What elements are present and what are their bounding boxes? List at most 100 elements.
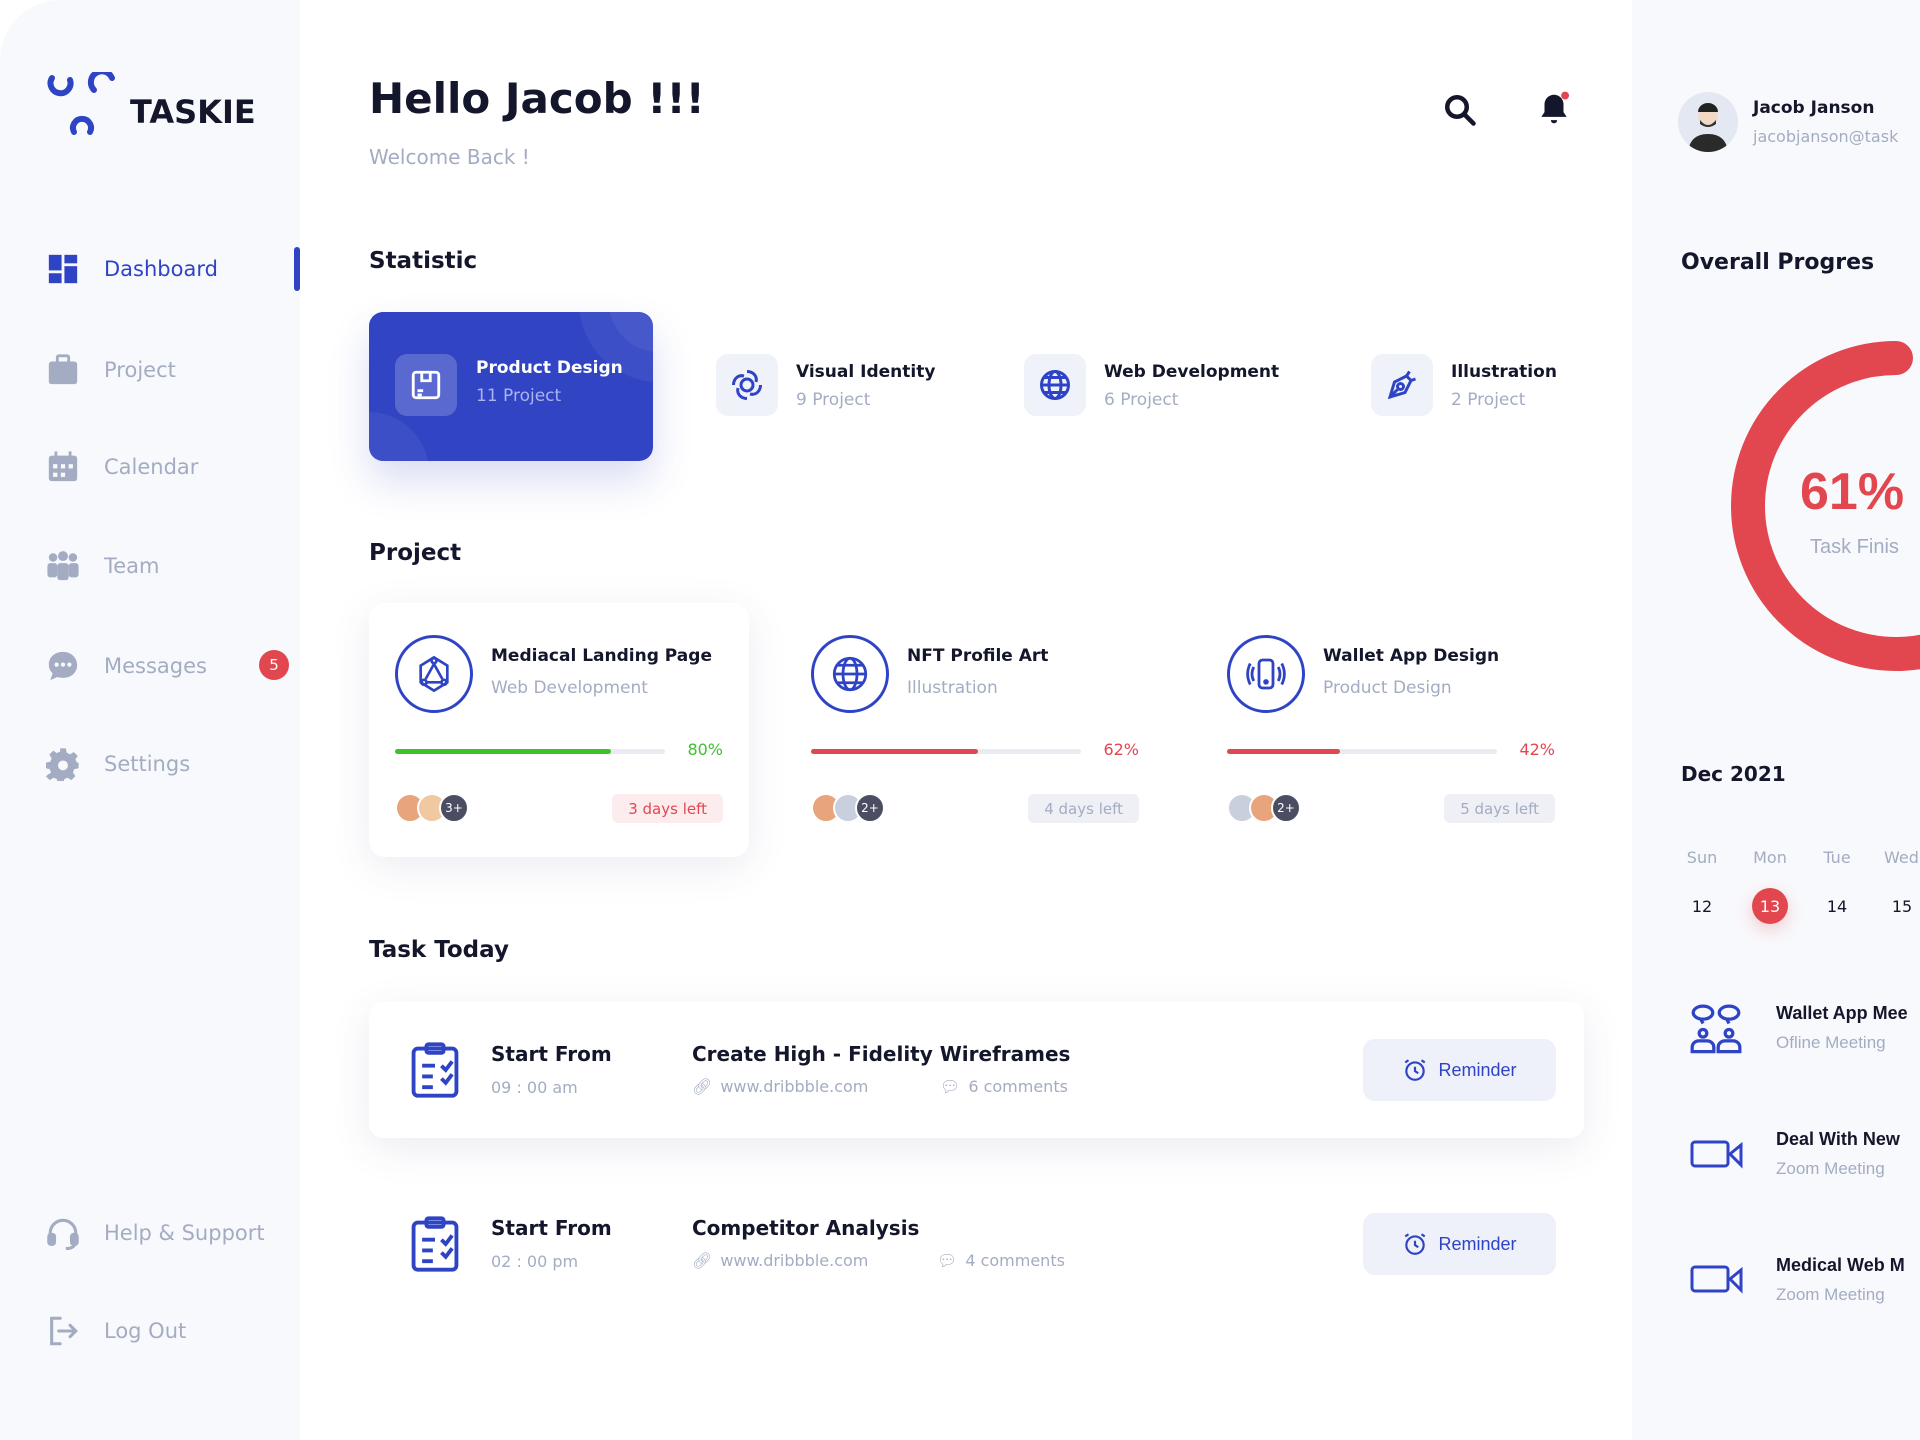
days-left-badge: 4 days left [1028, 794, 1139, 823]
member-avatars: 2+ [1227, 793, 1301, 823]
task-title: Create High - Fidelity Wireframes [692, 1042, 1071, 1066]
task-link[interactable]: 🔗︎ www.dribbble.com [692, 1251, 868, 1270]
event-type: Ofline Meeting [1776, 1033, 1886, 1052]
progress-ring [1731, 341, 1920, 671]
sidebar: TASKIE Dashboard Project Calendar Team M… [0, 0, 300, 1440]
sidebar-item-label: Log Out [104, 1319, 187, 1343]
avatar[interactable] [1678, 92, 1738, 152]
page-title: Hello Jacob !!! [369, 74, 705, 123]
project-icon-circle [1227, 635, 1305, 713]
box-icon [411, 370, 441, 400]
stat-count: 6 Project [1104, 390, 1179, 410]
stat-card-web-development[interactable]: Web Development 6 Project [1024, 354, 1279, 416]
alarm-icon [1405, 1059, 1426, 1081]
stat-icon-box [716, 354, 778, 416]
project-icon-circle [395, 635, 473, 713]
task-comments[interactable]: 💬︎ 6 comments [940, 1077, 1068, 1096]
event-title[interactable]: Medical Web M [1776, 1255, 1905, 1275]
calendar-month: Dec 2021 [1681, 762, 1786, 786]
sidebar-item-label: Dashboard [104, 257, 218, 281]
reminder-button[interactable]: Reminder [1363, 1213, 1556, 1275]
calendar-icon [48, 451, 78, 482]
sidebar-item-label: Help & Support [104, 1221, 265, 1245]
sidebar-item-help[interactable]: Help & Support [46, 1213, 265, 1253]
member-avatars: 2+ [811, 793, 885, 823]
logo[interactable]: TASKIE [46, 72, 256, 138]
progress-fill [395, 749, 611, 754]
event-title[interactable]: Wallet App Mee [1776, 1003, 1908, 1023]
task-comments-text: 4 comments [965, 1251, 1065, 1270]
stat-title: Product Design [476, 358, 623, 378]
comment-icon: 💬︎ [940, 1077, 961, 1096]
comment-icon: 💬︎ [937, 1251, 958, 1270]
spiral-icon [732, 370, 762, 400]
statistic-heading: Statistic [369, 248, 478, 274]
meeting-icon [1690, 1004, 1742, 1054]
progress-value: 61% [1800, 463, 1905, 521]
weekday-label: Wed [1884, 848, 1919, 867]
stat-count: 2 Project [1451, 390, 1526, 410]
sidebar-item-messages[interactable]: Messages [46, 646, 207, 686]
stat-title: Visual Identity [796, 362, 936, 382]
alarm-icon [1405, 1233, 1426, 1255]
pen-tool-icon [1387, 370, 1416, 400]
logout-icon [50, 1316, 78, 1346]
project-title: NFT Profile Art [907, 646, 1049, 666]
calendar-date[interactable]: 12 [1691, 896, 1713, 916]
stat-card-visual-identity[interactable]: Visual Identity 9 Project [716, 354, 935, 416]
project-category: Product Design [1323, 678, 1452, 698]
calendar-date[interactable]: 15 [1891, 896, 1913, 916]
overall-progress-heading: Overall Progres [1681, 250, 1875, 275]
bell-icon [1541, 91, 1570, 124]
event-title[interactable]: Deal With New [1776, 1129, 1900, 1149]
sidebar-item-logout[interactable]: Log Out [46, 1311, 186, 1351]
sidebar-item-calendar[interactable]: Calendar [46, 447, 198, 487]
reminder-button[interactable]: Reminder [1363, 1039, 1556, 1101]
task-link-text: www.dribbble.com [720, 1251, 869, 1270]
phone-vibrate-icon [1246, 658, 1286, 690]
chat-icon [48, 651, 78, 681]
link-icon: 🔗︎ [692, 1251, 713, 1270]
more-members: 2+ [855, 793, 885, 823]
progress-fill [811, 749, 979, 754]
stat-icon-box [1024, 354, 1086, 416]
sidebar-item-team[interactable]: Team [46, 546, 160, 586]
event-type: Zoom Meeting [1776, 1285, 1885, 1304]
stat-title: Web Development [1104, 362, 1280, 382]
video-icon [1690, 1265, 1743, 1294]
video-icon [1690, 1140, 1743, 1169]
brand-name: TASKIE [130, 93, 256, 131]
stat-text: Product Design 11 Project [476, 358, 623, 406]
stat-card-illustration[interactable]: Illustration 2 Project [1371, 354, 1557, 416]
sidebar-item-dashboard[interactable]: Dashboard [46, 249, 218, 289]
project-card[interactable]: Wallet App Design Product Design 42% 2+ … [1201, 603, 1581, 857]
task-comments-text: 6 comments [968, 1077, 1068, 1096]
progress-percent: 42% [1519, 740, 1555, 759]
sidebar-item-label: Messages [104, 654, 207, 678]
task-comments[interactable]: 💬︎ 4 comments [937, 1251, 1065, 1270]
task-row[interactable]: Start From 09 : 00 am Create High - Fide… [369, 1002, 1584, 1138]
project-heading: Project [369, 540, 462, 566]
progress-ring-arc [1731, 341, 1920, 671]
task-link[interactable]: 🔗︎ www.dribbble.com [692, 1077, 868, 1096]
team-icon [47, 551, 79, 581]
sidebar-item-settings[interactable]: Settings [46, 744, 190, 784]
stat-count: 11 Project [476, 386, 562, 406]
project-card[interactable]: NFT Profile Art Illustration 62% 2+ 4 da… [785, 603, 1165, 857]
sidebar-item-label: Settings [104, 752, 191, 776]
stat-card-product-design[interactable]: Product Design 11 Project [369, 312, 653, 461]
headset-icon [47, 1218, 79, 1250]
gear-icon [46, 748, 79, 781]
notifications-button[interactable] [1535, 90, 1573, 132]
more-members: 2+ [1271, 793, 1301, 823]
link-icon: 🔗︎ [692, 1077, 713, 1096]
project-card[interactable]: Mediacal Landing Page Web Development 80… [369, 603, 749, 857]
reminder-label: Reminder [1438, 1233, 1517, 1254]
sidebar-item-label: Project [104, 358, 176, 382]
task-row[interactable]: Start From 02 : 00 pm Competitor Analysi… [369, 1176, 1584, 1312]
calendar-date-selected[interactable]: 13 [1752, 888, 1788, 924]
calendar-date[interactable]: 14 [1826, 896, 1848, 916]
clipboard-icon [411, 1042, 459, 1098]
search-button[interactable] [1442, 92, 1478, 132]
sidebar-item-project[interactable]: Project [46, 350, 176, 390]
